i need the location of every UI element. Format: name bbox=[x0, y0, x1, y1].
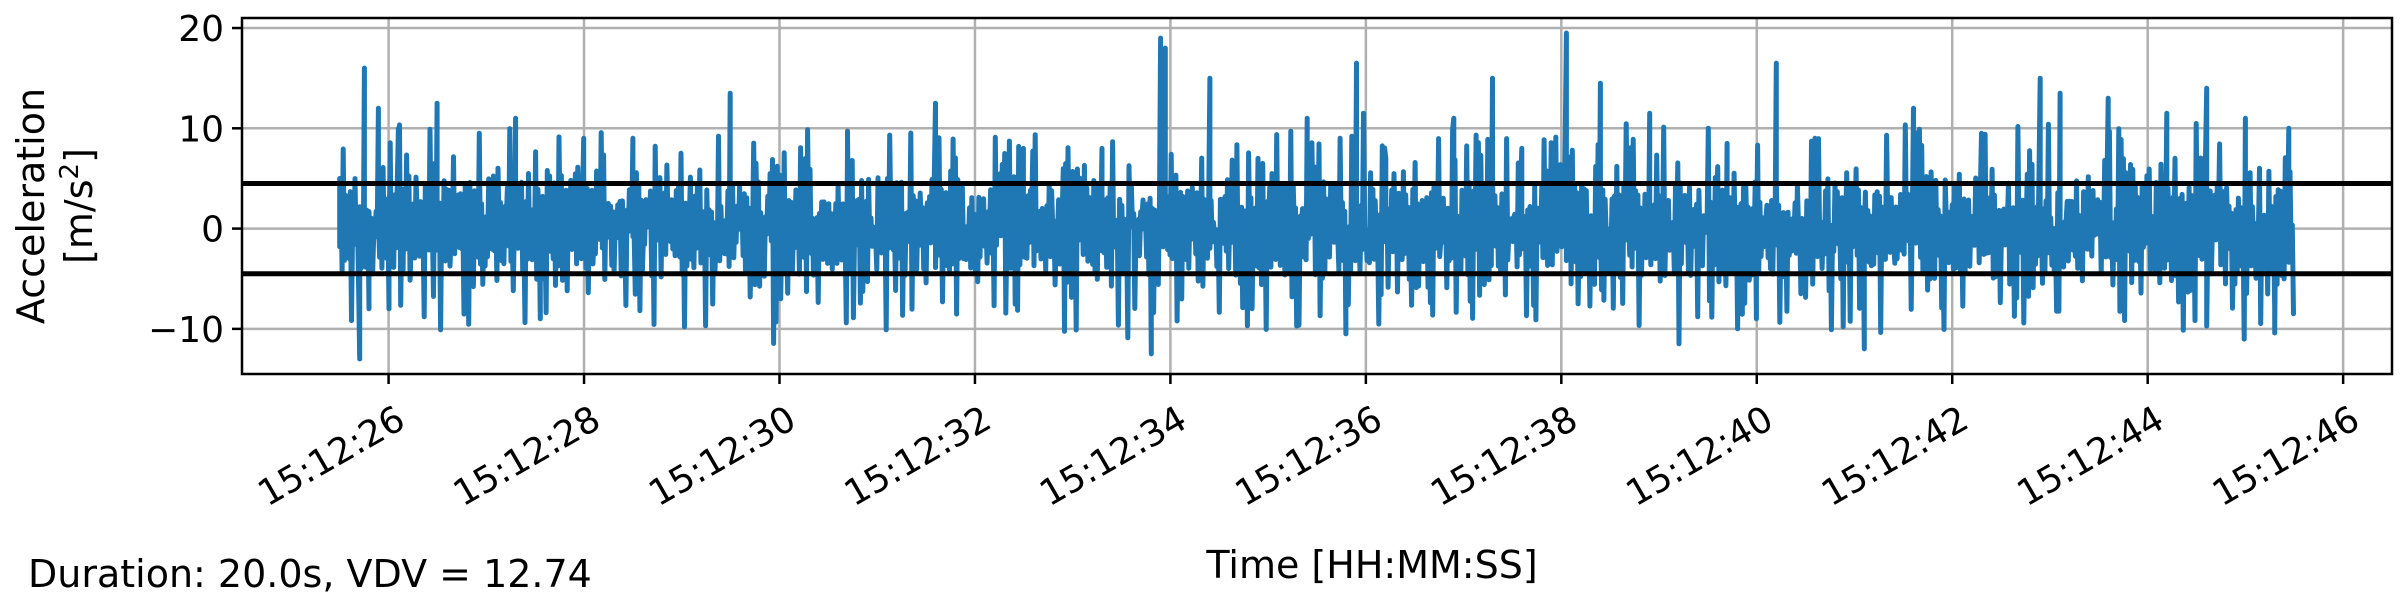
x-tick-label: 15:12:34 bbox=[1033, 398, 1194, 514]
y-tick-label: 20 bbox=[178, 9, 224, 50]
threshold-layer bbox=[242, 180, 2392, 277]
x-axis-label: Time [HH:MM:SS] bbox=[1205, 543, 1537, 587]
plot-frame bbox=[240, 16, 2394, 376]
series-layer bbox=[337, 30, 2296, 362]
y-tick-label: 10 bbox=[178, 109, 224, 150]
x-tick-label: 15:12:26 bbox=[251, 398, 412, 514]
x-tick-label: 15:12:36 bbox=[1229, 398, 1390, 514]
ticks-layer bbox=[232, 26, 2345, 384]
x-tick-label: 15:12:46 bbox=[2206, 398, 2367, 514]
x-tick-label: 15:12:42 bbox=[1815, 398, 1976, 514]
acceleration-series-line bbox=[337, 30, 2296, 362]
y-axis-label-line1: Acceleration bbox=[9, 88, 53, 324]
x-tick-label: 15:12:40 bbox=[1620, 398, 1781, 514]
y-axis-label-line2: [m/s2] bbox=[55, 148, 101, 264]
x-tick-label: 15:12:32 bbox=[838, 398, 999, 514]
footer-summary: Duration: 20.0s, VDV = 12.74 bbox=[28, 552, 592, 596]
x-tick-label: 15:12:30 bbox=[642, 398, 803, 514]
x-tick-label: 15:12:28 bbox=[447, 398, 608, 514]
x-tick-label: 15:12:44 bbox=[2010, 398, 2171, 514]
x-tick-label: 15:12:38 bbox=[1424, 398, 1585, 514]
y-tick-label: −10 bbox=[148, 310, 224, 351]
y-tick-label: 0 bbox=[201, 210, 224, 251]
